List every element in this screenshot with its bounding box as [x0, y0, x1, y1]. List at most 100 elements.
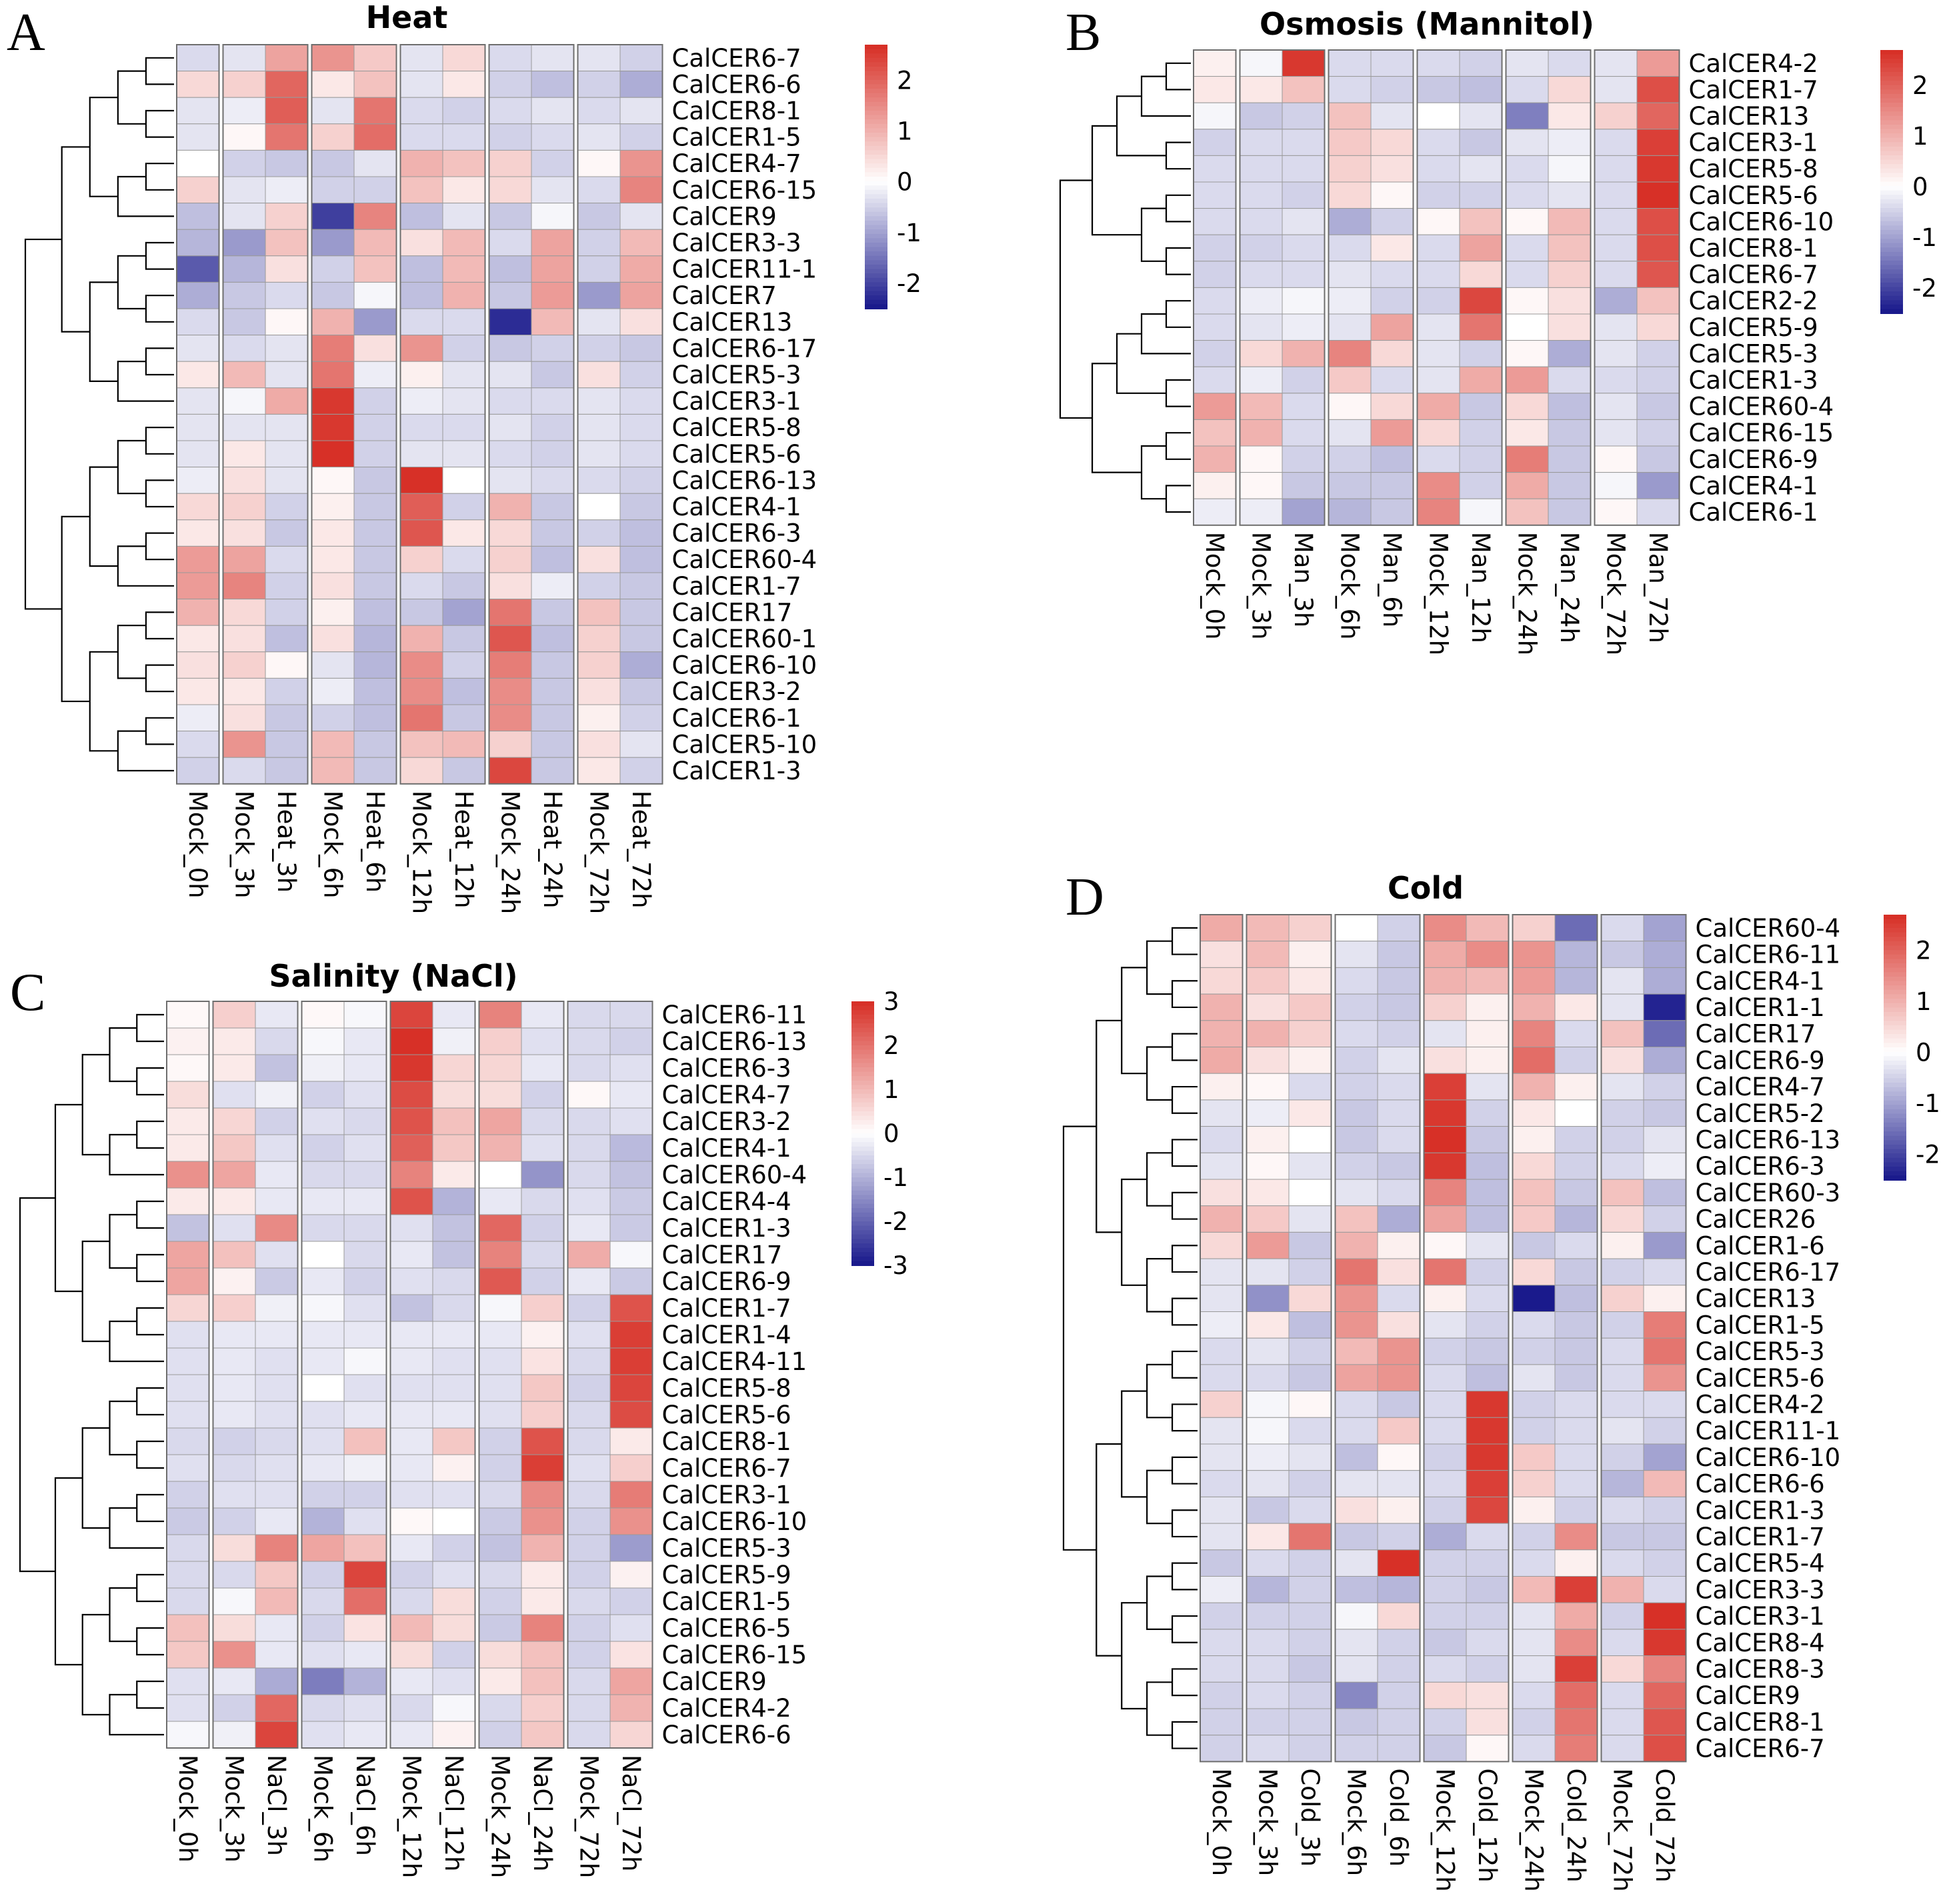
panel-b-heatmap-cell [1370, 102, 1414, 130]
panel-d-heatmap-cell [1200, 1549, 1243, 1577]
panel-c-color-scale-tick: -1 [883, 1163, 908, 1192]
panel-b-color-scale-step [1880, 251, 1903, 257]
panel-a-column-label: Mock_3h [229, 791, 258, 899]
panel-a-heatmap-cell [176, 704, 219, 732]
panel-a-column-group-border [311, 44, 397, 785]
panel-a-heatmap-cell [223, 599, 266, 626]
panel-c-row-label: CalCER5-3 [662, 1534, 791, 1563]
panel-a-heatmap-cell [442, 44, 485, 72]
panel-d-heatmap-cell [1601, 1126, 1644, 1153]
panel-b-column-group-border [1328, 49, 1414, 526]
panel-d-heatmap-cell [1466, 1047, 1509, 1074]
panel-a-column-label: Mock_24h [495, 791, 524, 914]
panel-d-heatmap-cell [1200, 1311, 1243, 1339]
panel-b-column-label: Mock_3h [1246, 532, 1275, 640]
panel-d-heatmap-cell [1246, 1391, 1290, 1418]
panel-a-heatmap-cell [353, 572, 397, 600]
panel-a-row-label: CalCER17 [672, 598, 793, 627]
panel-b-heatmap-cell [1459, 181, 1502, 209]
panel-c-heatmap-cell [609, 1401, 653, 1429]
panel-a-heatmap-cell [311, 545, 355, 573]
panel-d-column-label: Mock_24h [1519, 1768, 1548, 1891]
panel-c-heatmap-cell [343, 1187, 387, 1215]
panel-d-color-scale-step [1884, 937, 1906, 942]
panel-c-heatmap-cell [213, 1187, 256, 1215]
panel-b-heatmap-cell [1459, 129, 1502, 156]
panel-c-color-scale-step [851, 1137, 874, 1143]
panel-d-color-scale-step [1884, 1135, 1906, 1141]
panel-c-heatmap-cell [301, 1294, 345, 1322]
panel-c-heatmap-cell [255, 1507, 298, 1535]
panel-c-dendrogram-branch [136, 1307, 164, 1336]
panel-d-heatmap-cell [1288, 1629, 1332, 1657]
panel-b-dendrogram-branch [1165, 379, 1191, 407]
panel-d-heatmap-cell [1643, 1735, 1686, 1762]
panel-a-column-label: Mock_6h [318, 791, 347, 899]
panel-d-heatmap-cell [1246, 1549, 1290, 1577]
panel-a-dendrogram-branch [61, 515, 90, 703]
panel-a-heatmap-cell [531, 281, 574, 309]
panel-d-heatmap-cell [1335, 1152, 1378, 1180]
panel-d-heatmap-cell [1554, 1470, 1598, 1497]
panel-a-heatmap-cell [489, 255, 532, 283]
panel-b-heatmap-cell [1506, 49, 1549, 77]
panel-c-heatmap-cell [343, 1481, 387, 1509]
panel-c-heatmap-cell [521, 1214, 564, 1242]
panel-b-heatmap-cell [1282, 419, 1325, 447]
panel-c-color-scale-step [851, 1085, 874, 1090]
panel-c-heatmap-cell [567, 1347, 611, 1375]
panel-a-heatmap-cell [619, 123, 663, 151]
panel-c-heatmap-cell [479, 1347, 522, 1375]
panel-d-heatmap-cell [1643, 1020, 1686, 1048]
panel-b-heatmap-cell [1594, 472, 1638, 499]
panel-d-heatmap-cell [1554, 967, 1598, 995]
panel-b-heatmap-cell [1193, 49, 1236, 77]
panel-d-heatmap-cell [1601, 1020, 1644, 1048]
panel-a-row-label: CalCER6-13 [672, 466, 817, 495]
panel-d-heatmap-cell [1424, 1708, 1467, 1736]
panel-a-color-scale-step [865, 79, 887, 85]
panel-b-dendrogram-branch [1059, 179, 1093, 419]
panel-a-heatmap-cell [400, 387, 443, 415]
panel-c-heatmap-cell [343, 1427, 387, 1455]
panel-d-heatmap-cell [1643, 1523, 1686, 1551]
panel-b-row-label: CalCER13 [1689, 102, 1810, 131]
panel-a-heatmap-cell [353, 440, 397, 468]
panel-d-heatmap-cell [1424, 1099, 1467, 1127]
panel-c-heatmap-cell [301, 1054, 345, 1082]
panel-b-row-label: CalCER6-1 [1689, 498, 1818, 527]
panel-d-heatmap-cell [1512, 941, 1556, 968]
panel-d-heatmap-cell [1246, 1470, 1290, 1497]
panel-b-heatmap-cell [1240, 49, 1283, 77]
panel-a-heatmap-cell [400, 71, 443, 98]
panel-b-heatmap-cell [1636, 102, 1680, 130]
panel-b-row-label: CalCER5-9 [1689, 313, 1818, 342]
panel-d-heatmap-cell [1246, 1681, 1290, 1709]
panel-a-heatmap-cell [400, 281, 443, 309]
panel-d: D Cold CalCER60-4CalCER6-11CalCER4-1CalC… [1062, 868, 1940, 1892]
panel-c-heatmap-cell [432, 1481, 475, 1509]
panel-a-heatmap-cell [531, 704, 574, 732]
panel-d-color-scale-step [1884, 1122, 1906, 1128]
panel-c-heatmap-cell [521, 1427, 564, 1455]
panel-a-heatmap-cell [223, 149, 266, 177]
panel-a-heatmap-cell [311, 704, 355, 732]
panel-c-heatmap-cell [166, 1507, 209, 1535]
panel-c-dendrogram-branch [81, 1427, 110, 1529]
panel-d-heatmap-cell [1601, 1443, 1644, 1471]
panel-c-heatmap-cell [343, 1294, 387, 1322]
panel-d-row-label: CalCER11-1 [1696, 1417, 1841, 1445]
panel-c-color-scale-step [851, 1261, 874, 1266]
panel-d-heatmap-cell [1335, 1549, 1378, 1577]
panel-c-column-label: Mock_24h [485, 1755, 514, 1878]
panel-c-heatmap-cell [166, 1401, 209, 1429]
panel-a-heatmap-cell [265, 123, 308, 151]
panel-b-column-group-border [1239, 49, 1326, 526]
panel-b-heatmap-cell [1459, 366, 1502, 394]
panel-d-row-label: CalCER4-2 [1696, 1390, 1825, 1419]
panel-c-heatmap-cell [432, 1694, 475, 1722]
panel-a-color-scale-step [865, 123, 887, 129]
panel-a-heatmap-cell [619, 71, 663, 98]
panel-d-heatmap-cell [1512, 1020, 1556, 1048]
panel-d-color-scale-step [1884, 1140, 1906, 1145]
